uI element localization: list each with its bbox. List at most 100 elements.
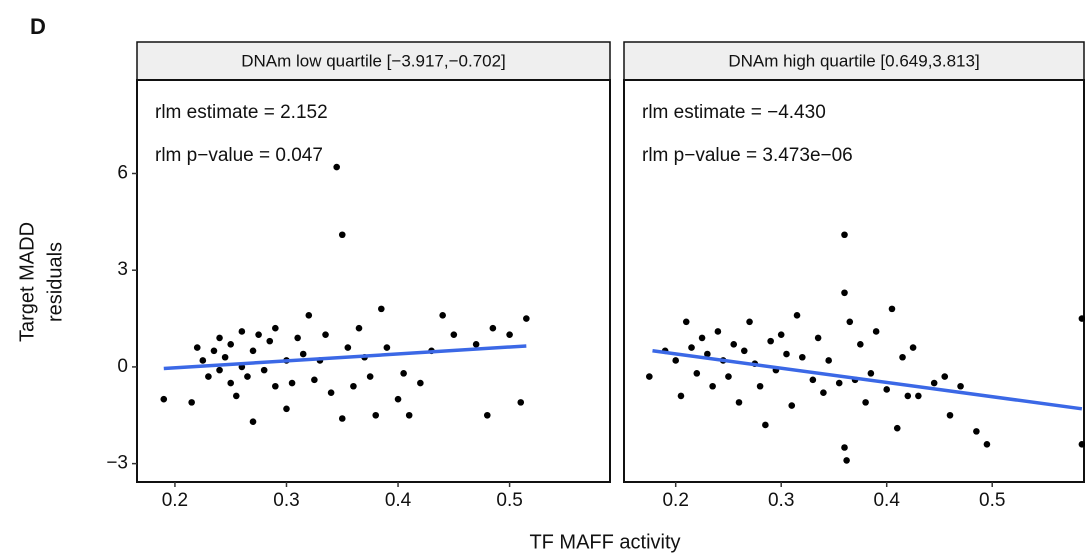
plot-area — [136, 79, 611, 483]
point — [735, 399, 743, 406]
point — [930, 379, 938, 387]
point — [249, 347, 257, 355]
y-tick-label: 3 — [117, 259, 128, 280]
y-tick-label: −3 — [106, 453, 128, 474]
point — [983, 440, 991, 448]
point — [266, 337, 274, 345]
point — [888, 305, 896, 313]
point — [210, 347, 218, 355]
point — [350, 382, 357, 390]
point — [523, 315, 530, 322]
point — [299, 350, 307, 358]
point — [333, 163, 340, 171]
annotation: rlm estimate = −4.430 — [642, 102, 826, 123]
point — [355, 324, 363, 332]
point — [244, 373, 251, 380]
y-tick-label: 0 — [117, 356, 128, 377]
point — [311, 376, 318, 384]
point — [793, 312, 801, 319]
point — [205, 373, 212, 380]
point — [946, 411, 954, 419]
point — [730, 341, 738, 348]
x-tick-label: 0.5 — [979, 490, 1005, 511]
point — [725, 373, 732, 380]
regression-line — [163, 344, 527, 371]
point — [709, 382, 716, 390]
point — [841, 444, 848, 451]
point — [294, 334, 301, 342]
annotation: rlm p−value = 0.047 — [155, 145, 323, 166]
point — [862, 399, 869, 406]
point — [227, 341, 235, 348]
point — [740, 347, 748, 355]
point — [799, 353, 806, 361]
point — [682, 318, 690, 326]
point — [973, 428, 980, 435]
point — [814, 334, 822, 342]
point — [825, 357, 832, 364]
panel-label: D — [30, 14, 46, 39]
point — [677, 392, 685, 400]
point — [227, 379, 235, 387]
x-axis-label: TF MAFF activity — [529, 531, 680, 553]
x-tick-label: 0.4 — [873, 490, 900, 511]
point — [394, 395, 402, 403]
point — [1078, 315, 1085, 322]
point — [272, 324, 279, 332]
point — [472, 341, 480, 348]
point — [221, 353, 229, 361]
point — [417, 379, 424, 387]
point — [260, 366, 268, 374]
point — [506, 331, 513, 338]
point — [272, 382, 279, 390]
point — [400, 370, 407, 377]
plot-area — [623, 79, 1085, 483]
point — [1078, 440, 1085, 448]
point — [483, 411, 491, 419]
point — [872, 328, 880, 335]
point — [672, 357, 679, 364]
point — [809, 376, 817, 384]
point — [756, 382, 764, 390]
point — [405, 411, 413, 419]
point — [372, 411, 380, 419]
point — [439, 312, 446, 319]
y-axis-label: Target MADD — [16, 222, 38, 342]
point — [338, 231, 346, 239]
point — [762, 421, 769, 429]
point — [232, 392, 240, 400]
x-tick-label: 0.5 — [496, 490, 522, 511]
x-tick-label: 0.3 — [273, 490, 299, 511]
strip-title: DNAm low quartile [−3.917,−0.702] — [241, 51, 506, 70]
x-tick-label: 0.2 — [662, 490, 688, 511]
point — [843, 457, 850, 464]
point — [646, 373, 653, 380]
x-tick-label: 0.3 — [768, 490, 794, 511]
point — [893, 424, 901, 432]
point — [915, 392, 922, 400]
point — [820, 389, 827, 397]
point — [489, 324, 497, 332]
point — [746, 318, 753, 326]
point — [283, 405, 290, 413]
regression-line — [652, 349, 1083, 411]
point — [216, 366, 223, 374]
point — [305, 312, 313, 319]
point — [767, 337, 774, 345]
point — [288, 379, 296, 387]
point — [909, 344, 917, 351]
point — [193, 344, 201, 351]
point — [783, 350, 790, 358]
point — [693, 370, 701, 377]
annotation: rlm p−value = 3.473e−06 — [642, 145, 853, 166]
point — [688, 344, 695, 351]
point — [322, 331, 329, 338]
strip — [623, 41, 1085, 81]
point — [698, 334, 706, 342]
point — [199, 357, 207, 364]
point — [777, 331, 785, 338]
point — [714, 328, 722, 335]
point — [704, 350, 711, 358]
point — [841, 231, 848, 239]
